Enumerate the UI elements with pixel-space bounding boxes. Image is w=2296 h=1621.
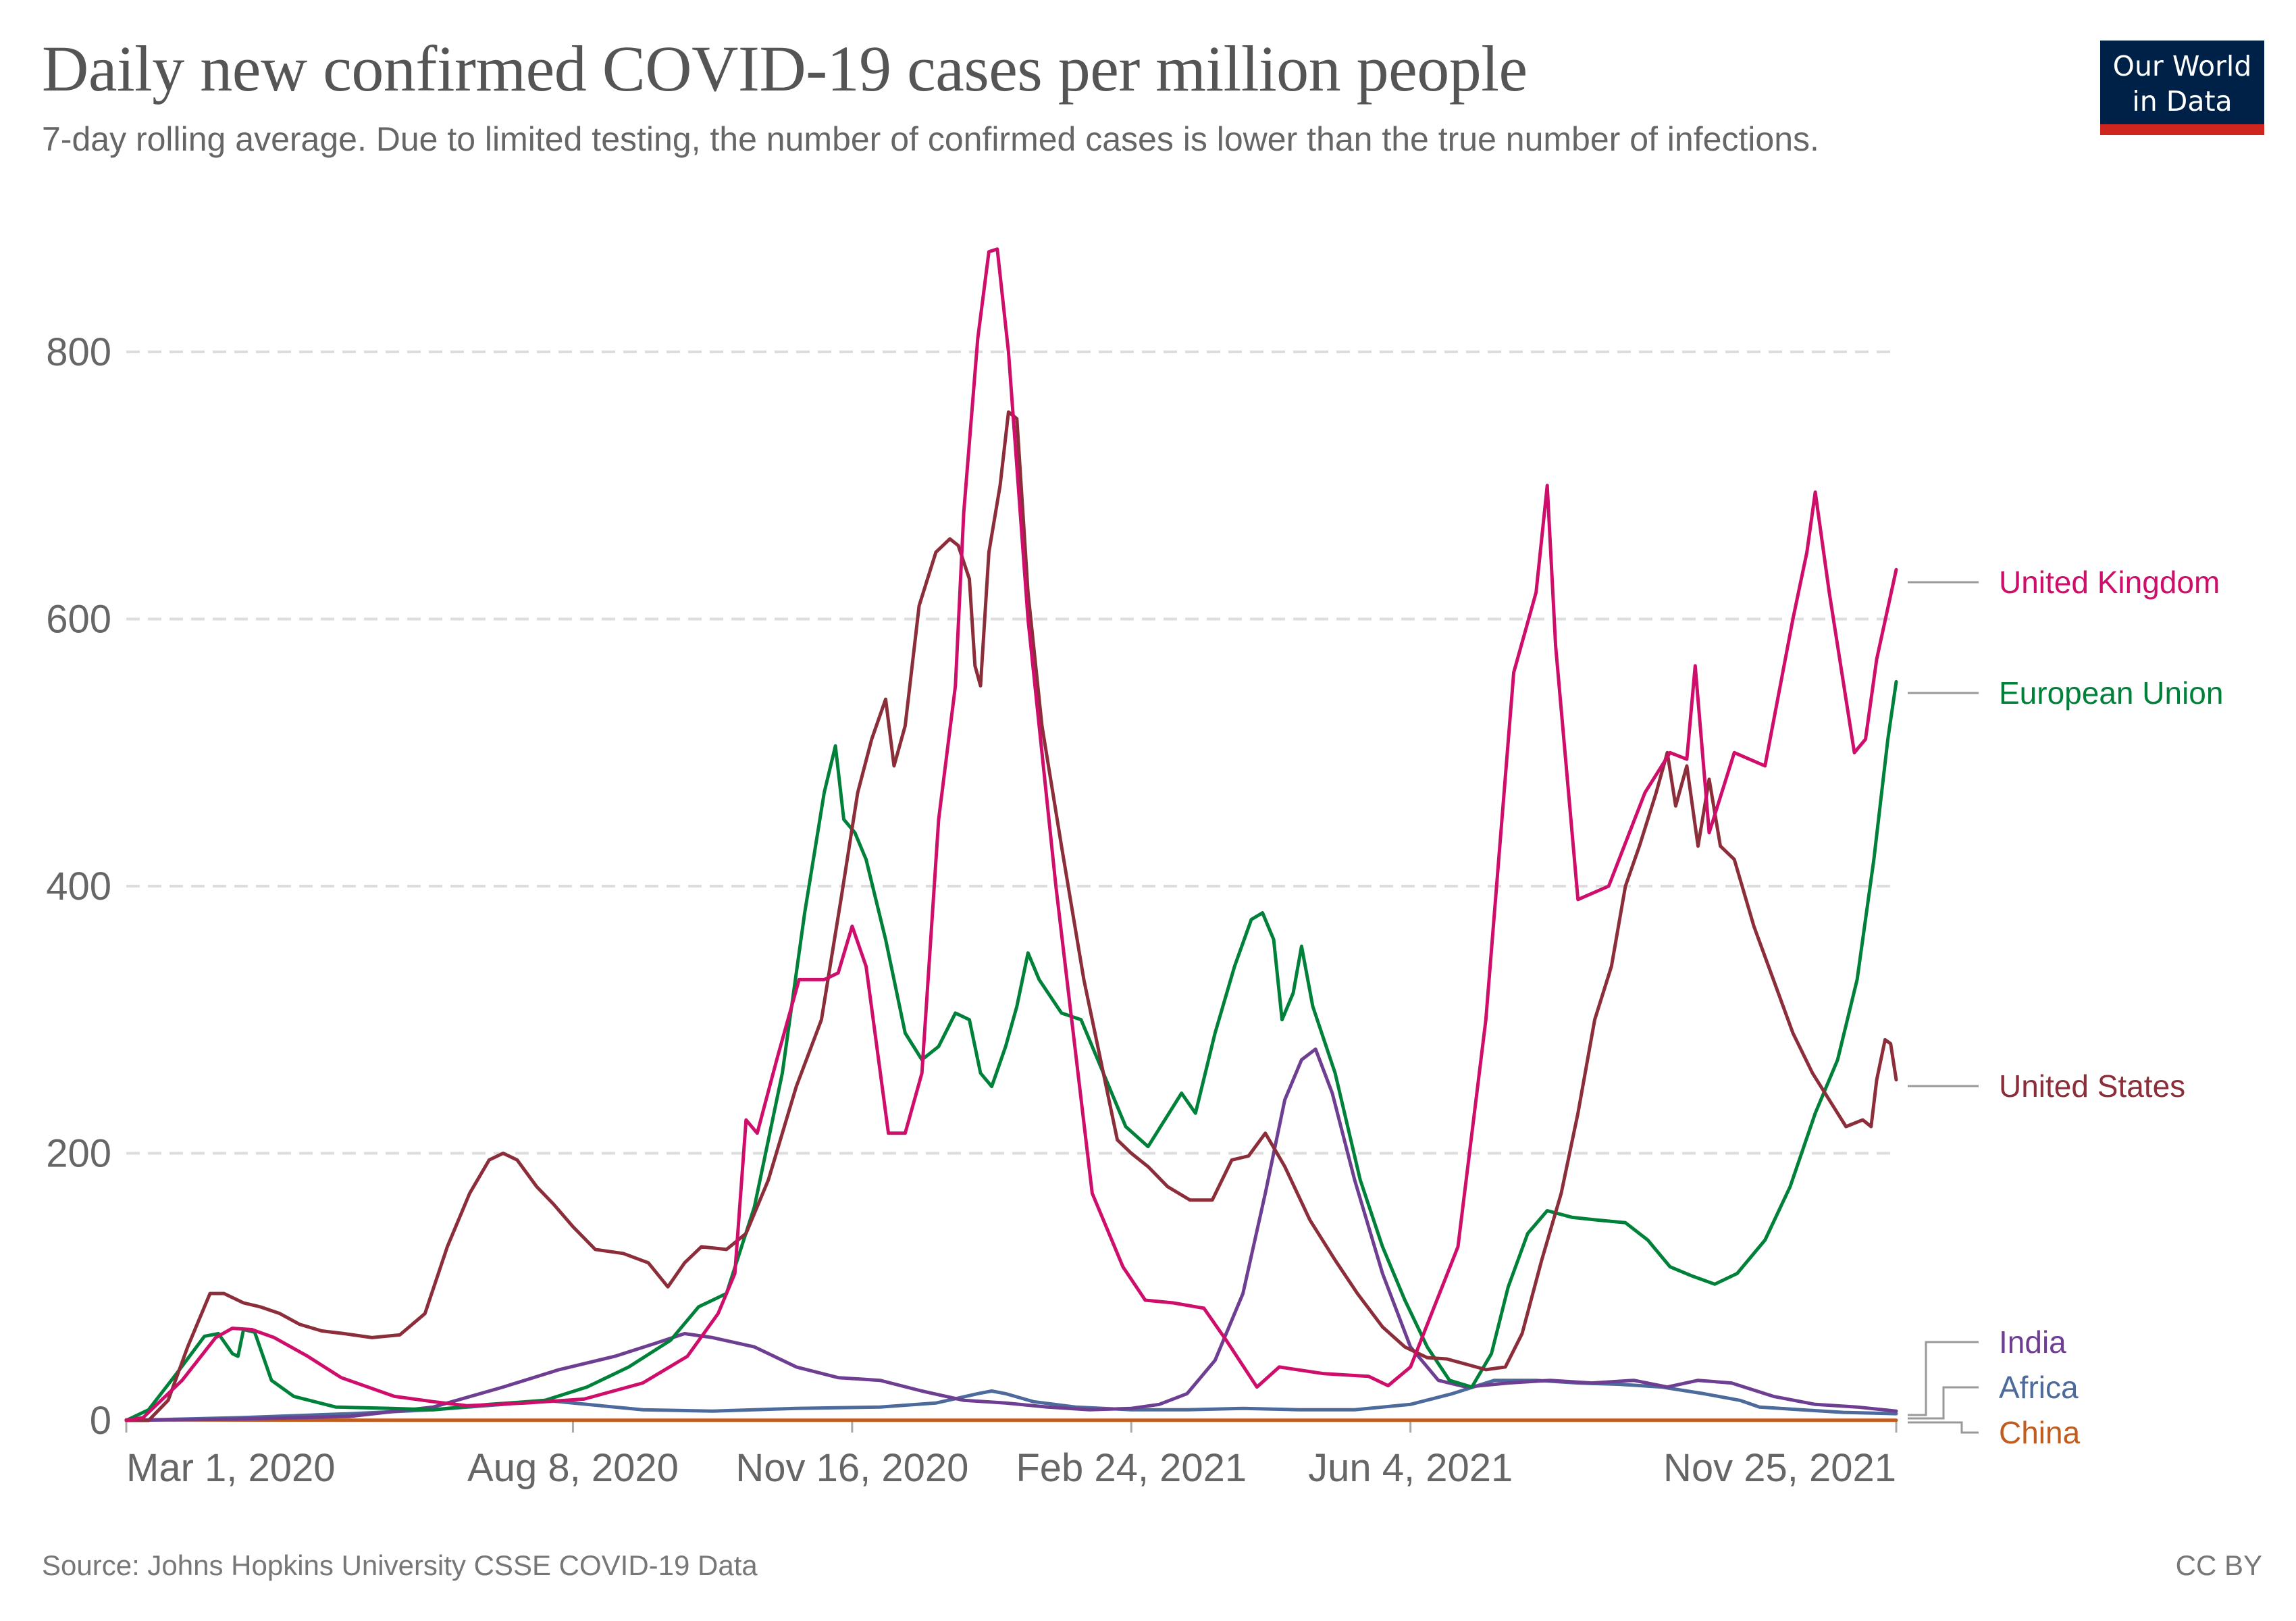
x-tick-label: Nov 25, 2021: [1663, 1446, 1896, 1490]
series-lines: [124, 247, 1898, 1422]
series-label-africa[interactable]: Africa: [1999, 1370, 2079, 1405]
source-note[interactable]: Source: Johns Hopkins University CSSE CO…: [42, 1549, 758, 1581]
series-line-united-kingdom[interactable]: [124, 247, 1898, 1422]
label-connector: [1908, 1421, 1979, 1434]
series-line-european-union[interactable]: [124, 679, 1898, 1422]
x-tick-label: Aug 8, 2020: [467, 1446, 679, 1490]
series-line-india[interactable]: [124, 1047, 1898, 1422]
label-connector: [1908, 1341, 1979, 1416]
x-tick-label: Nov 16, 2020: [735, 1446, 968, 1490]
series-label-china[interactable]: China: [1999, 1415, 2081, 1450]
x-tick-label: Mar 1, 2020: [126, 1446, 336, 1490]
series-line-africa[interactable]: [124, 1379, 1898, 1422]
gridlines: [126, 351, 1896, 1155]
y-tick-label: 0: [90, 1399, 111, 1443]
chart-title: Daily new confirmed COVID-19 cases per m…: [42, 32, 1528, 105]
x-tick-label: Jun 4, 2021: [1308, 1446, 1513, 1490]
logo-line-1: Our World: [2112, 50, 2252, 82]
series-labels: United Kingdom European Union United State…: [1908, 565, 2223, 1450]
y-tick-label: 200: [46, 1132, 111, 1176]
y-tick-label: 800: [46, 330, 111, 374]
series-label-european-union[interactable]: European Union: [1999, 675, 2223, 711]
series-line-united-states[interactable]: [124, 410, 1898, 1422]
x-tick-label: Feb 24, 2021: [1016, 1446, 1247, 1490]
license-link[interactable]: CC BY: [2175, 1549, 2262, 1581]
label-connector: [1908, 1386, 1979, 1420]
series-label-india[interactable]: India: [1999, 1324, 2066, 1360]
y-axis: 0 200 400 600 800: [46, 330, 111, 1443]
y-tick-label: 600: [46, 598, 111, 642]
series-label-united-kingdom[interactable]: United Kingdom: [1999, 565, 2220, 600]
x-axis: Mar 1, 2020 Aug 8, 2020 Nov 16, 2020 Feb 24…: [125, 1420, 1898, 1490]
chart-subtitle: 7-day rolling average. Due to limited te…: [42, 120, 1819, 158]
y-tick-label: 400: [46, 865, 111, 908]
logo-line-2: in Data: [2132, 85, 2233, 118]
owid-logo[interactable]: Our World in Data: [2100, 41, 2264, 135]
series-label-united-states[interactable]: United States: [1999, 1069, 2185, 1104]
